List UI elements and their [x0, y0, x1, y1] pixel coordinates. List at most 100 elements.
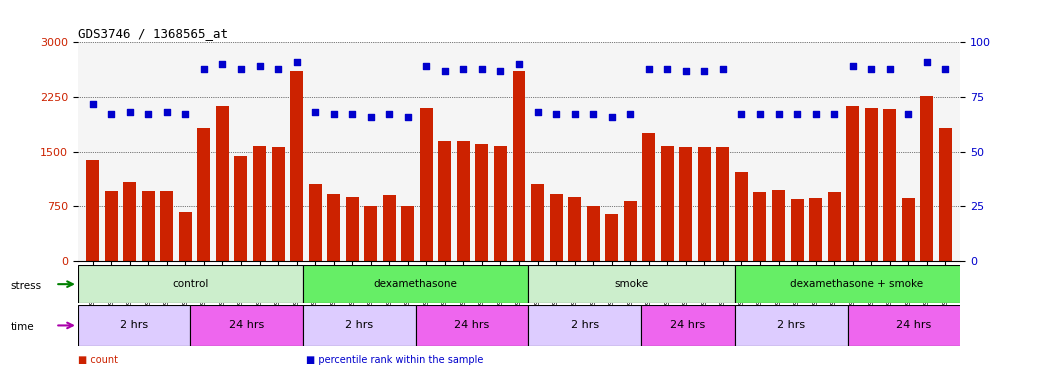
Bar [643, 133, 655, 261]
Bar [272, 147, 284, 261]
Bar [735, 172, 748, 261]
Point [844, 63, 861, 70]
Bar [124, 182, 136, 261]
Text: dexamethasone + smoke: dexamethasone + smoke [790, 279, 924, 289]
Text: ■ percentile rank within the sample: ■ percentile rank within the sample [306, 355, 484, 365]
Point [103, 111, 119, 118]
Point [789, 111, 805, 118]
Bar [160, 191, 173, 261]
Point [381, 111, 398, 118]
Point [455, 65, 471, 71]
Point [529, 109, 546, 115]
Bar [179, 212, 192, 261]
Bar [308, 184, 322, 261]
Text: 2 hrs: 2 hrs [571, 320, 599, 331]
Bar [791, 199, 803, 261]
Text: 2 hrs: 2 hrs [346, 320, 374, 331]
Bar [549, 194, 563, 261]
Point [603, 114, 620, 120]
Bar [865, 108, 878, 261]
Text: 24 hrs: 24 hrs [455, 320, 490, 331]
Point [937, 65, 954, 71]
Point [400, 114, 416, 120]
Bar [827, 192, 841, 261]
Point [418, 63, 435, 70]
Bar [846, 106, 859, 261]
Text: GDS3746 / 1368565_at: GDS3746 / 1368565_at [78, 26, 228, 40]
Point [344, 111, 360, 118]
Point [325, 111, 342, 118]
Text: dexamethasone: dexamethasone [374, 279, 458, 289]
Bar [216, 106, 229, 261]
Point [640, 65, 657, 71]
Point [548, 111, 565, 118]
Point [214, 61, 230, 67]
Bar [327, 194, 340, 261]
Bar [716, 147, 730, 261]
Bar [528, 265, 735, 303]
Text: time: time [10, 322, 34, 332]
Bar [364, 207, 377, 261]
Point [511, 61, 527, 67]
Point [437, 68, 454, 74]
Bar [383, 195, 395, 261]
Point [233, 65, 249, 71]
Point [622, 111, 638, 118]
Bar [735, 305, 847, 346]
Text: ■ count: ■ count [78, 355, 118, 365]
Bar [528, 305, 641, 346]
Bar [938, 128, 952, 261]
Bar [78, 265, 303, 303]
Bar [883, 109, 896, 261]
Bar [191, 305, 303, 346]
Point [826, 111, 843, 118]
Bar [253, 146, 266, 261]
Bar [419, 108, 433, 261]
Point [714, 65, 731, 71]
Text: 2 hrs: 2 hrs [777, 320, 805, 331]
Bar [494, 146, 507, 261]
Point [121, 109, 138, 115]
Text: 2 hrs: 2 hrs [120, 320, 148, 331]
Bar [86, 161, 100, 261]
Bar [78, 305, 191, 346]
Bar [847, 305, 979, 346]
Point [696, 68, 713, 74]
Bar [303, 305, 416, 346]
Point [251, 63, 268, 70]
Text: 24 hrs: 24 hrs [671, 320, 706, 331]
Point [492, 68, 509, 74]
Bar [586, 207, 600, 261]
Point [473, 65, 490, 71]
Text: stress: stress [10, 281, 42, 291]
Point [863, 65, 879, 71]
Bar [698, 147, 711, 261]
Bar [641, 305, 735, 346]
Bar [346, 197, 359, 261]
Point [362, 114, 379, 120]
Bar [290, 71, 303, 261]
Point [159, 109, 175, 115]
Bar [735, 265, 979, 303]
Bar [921, 96, 933, 261]
Point [770, 111, 787, 118]
Bar [568, 197, 581, 261]
Bar [513, 71, 525, 261]
Text: smoke: smoke [614, 279, 649, 289]
Bar [475, 144, 489, 261]
Bar [624, 201, 636, 261]
Bar [531, 184, 544, 261]
Bar [902, 199, 914, 261]
Bar [661, 146, 674, 261]
Bar [416, 305, 528, 346]
Bar [142, 191, 155, 261]
Bar [438, 141, 452, 261]
Bar [457, 141, 470, 261]
Point [752, 111, 768, 118]
Bar [303, 265, 528, 303]
Text: 24 hrs: 24 hrs [896, 320, 931, 331]
Point [289, 59, 305, 65]
Point [584, 111, 601, 118]
Bar [105, 191, 117, 261]
Point [140, 111, 157, 118]
